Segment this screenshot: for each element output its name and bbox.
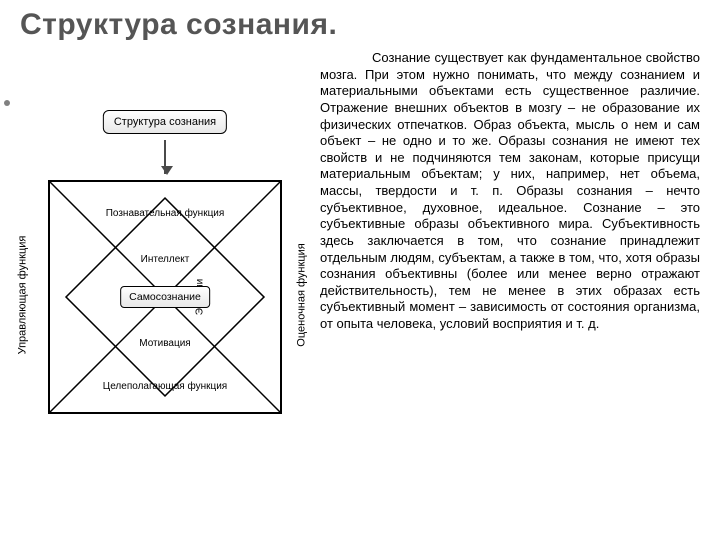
label-top-outer: Познавательная функция	[106, 208, 225, 219]
body-paragraph: Сознание существует как фундаментальное …	[320, 50, 700, 333]
label-bottom-inner: Мотивация	[139, 338, 190, 349]
label-right-outer: Оценочная функция	[295, 243, 307, 346]
slide: Структура сознания. Сознание существует …	[0, 0, 720, 540]
body-text-content: Сознание существует как фундаментальное …	[320, 50, 700, 331]
diagram-title-box: Структура сознания	[103, 110, 227, 134]
label-top-inner: Интеллект	[141, 254, 190, 265]
slide-title: Структура сознания.	[20, 8, 337, 42]
bullet-icon	[4, 100, 10, 106]
label-bottom-outer: Целеполагающая функция	[103, 381, 227, 392]
label-left-outer: Управляющая функция	[16, 236, 28, 355]
diagram-square: Познавательная функция Интеллект Мотивац…	[48, 180, 282, 414]
arrow-down-icon	[164, 140, 166, 174]
center-box: Самосознание	[120, 286, 210, 308]
consciousness-diagram: Структура сознания Управляющая функция О…	[15, 110, 315, 520]
